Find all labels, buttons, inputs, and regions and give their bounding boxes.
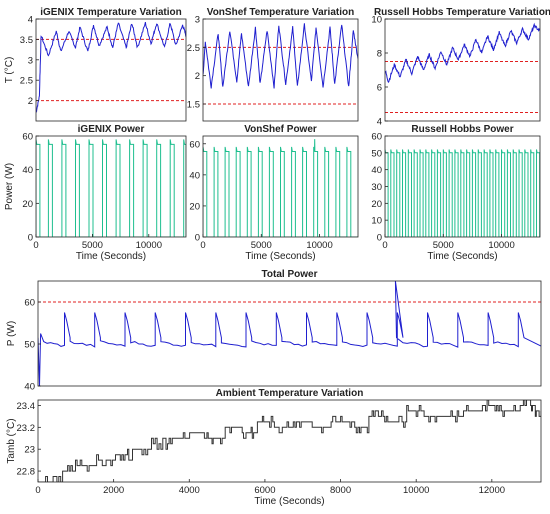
y-tick-label: 50 bbox=[371, 148, 382, 159]
y-tick-label: 2.5 bbox=[187, 43, 200, 54]
plot-area-russell-temp bbox=[385, 22, 540, 113]
y-tick-label: 10 bbox=[371, 15, 382, 26]
plot-area-vonshef-power bbox=[203, 139, 358, 237]
x-axis-label: Time (Seconds) bbox=[254, 496, 324, 507]
x-axis-label: Time (Seconds) bbox=[76, 251, 146, 262]
x-tick-label: 12000 bbox=[479, 485, 505, 496]
chart-vonshef-temp: 1.5 2 2.5 3 VonShef Temperature Variation bbox=[187, 7, 359, 122]
x-tick-label: 2000 bbox=[103, 485, 124, 496]
y-tick-label: 3 bbox=[28, 55, 33, 66]
y-tick-label: 2 bbox=[28, 96, 33, 107]
chart-igenix-temp: 2 2.5 3 3.5 4 iGENIX Temperature Variation T (… bbox=[4, 7, 187, 122]
plot-area-russell-power bbox=[385, 149, 540, 237]
series-line-igenix-power bbox=[36, 139, 186, 237]
y-tick-label: 23.4 bbox=[17, 401, 36, 412]
y-tick-label: 4 bbox=[28, 15, 33, 26]
y-tick-label: 0 bbox=[377, 233, 382, 244]
y-tick-label: 3 bbox=[195, 15, 200, 26]
y-tick-label: 10 bbox=[371, 216, 382, 227]
y-tick-label: 20 bbox=[189, 201, 200, 212]
y-tick-label: 60 bbox=[22, 132, 33, 143]
series-line-russell-power bbox=[385, 149, 540, 237]
x-axis-label: Time (Seconds) bbox=[245, 251, 315, 262]
series-line-total-power bbox=[38, 281, 541, 386]
plot-area-vonshef-temp bbox=[203, 23, 358, 105]
axes-frame bbox=[384, 18, 541, 122]
chart-title: Total Power bbox=[262, 269, 318, 280]
y-tick-label: 60 bbox=[24, 298, 35, 309]
chart-vonshef-power: 0 20 40 60 0 5000 10000 VonShef Power Time (Seco… bbox=[189, 124, 359, 262]
axes-frame bbox=[37, 399, 542, 483]
y-tick-label: 60 bbox=[189, 139, 200, 150]
y-tick-label: 23 bbox=[24, 445, 35, 456]
x-tick-label: 10000 bbox=[136, 240, 162, 251]
y-tick-label: 0 bbox=[28, 233, 33, 244]
plot-area-total-power bbox=[38, 281, 541, 386]
y-tick-label: 0 bbox=[195, 233, 200, 244]
axes-frame bbox=[202, 18, 359, 122]
x-tick-label: 6000 bbox=[254, 485, 275, 496]
axes-frame bbox=[202, 135, 359, 238]
axes-frame bbox=[35, 135, 187, 238]
chart-total-power: 40 50 60 Total Power P (W) bbox=[6, 269, 542, 393]
y-tick-label: 23.2 bbox=[17, 423, 36, 434]
y-axis-label: Power (W) bbox=[4, 163, 15, 210]
series-line-vonshef-power bbox=[203, 139, 358, 237]
x-tick-label: 10000 bbox=[306, 240, 332, 251]
x-tick-label: 10000 bbox=[488, 240, 514, 251]
x-tick-label: 10000 bbox=[403, 485, 429, 496]
y-tick-label: 50 bbox=[24, 340, 35, 351]
series-line-igenix-temp bbox=[36, 21, 186, 113]
axes-frame bbox=[35, 18, 187, 122]
y-tick-label: 8 bbox=[377, 49, 382, 60]
plot-area-igenix-temp bbox=[36, 21, 186, 113]
x-tick-label: 5000 bbox=[251, 240, 272, 251]
y-axis-label: Tamb (°C) bbox=[6, 418, 17, 463]
chart-title: Russell Hobbs Temperature Variation bbox=[374, 7, 550, 18]
x-tick-label: 8000 bbox=[330, 485, 351, 496]
chart-title: Ambient Temperature Variation bbox=[216, 388, 364, 399]
y-tick-label: 2.5 bbox=[20, 76, 33, 87]
series-line-russell-temp bbox=[385, 22, 540, 84]
y-tick-label: 40 bbox=[371, 165, 382, 176]
x-tick-label: 0 bbox=[35, 485, 40, 496]
axes-frame bbox=[37, 280, 542, 387]
y-axis-label: P (W) bbox=[6, 321, 17, 346]
y-tick-label: 22.8 bbox=[17, 467, 36, 478]
chart-ambient-temp: 22.8 23 23.2 23.4 0 2000 4000 6000 8000 10000 1200… bbox=[6, 388, 542, 507]
y-tick-label: 2 bbox=[195, 71, 200, 82]
x-tick-label: 0 bbox=[382, 240, 387, 251]
x-tick-label: 0 bbox=[200, 240, 205, 251]
y-tick-label: 6 bbox=[377, 83, 382, 94]
x-tick-label: 0 bbox=[33, 240, 38, 251]
chart-russell-power: 0 10 20 30 40 50 60 0 5000 10000 Russell Hobbs Pow… bbox=[371, 124, 541, 262]
chart-igenix-power: 0 20 40 60 0 5000 10000 iGENIX Power Time (Secon… bbox=[4, 124, 187, 262]
chart-title: iGENIX Power bbox=[78, 124, 145, 135]
series-line-ambient-temp bbox=[38, 400, 541, 482]
series-line-vonshef-temp bbox=[203, 23, 358, 89]
x-tick-label: 5000 bbox=[82, 240, 103, 251]
x-tick-label: 4000 bbox=[179, 485, 200, 496]
y-tick-label: 60 bbox=[371, 132, 382, 143]
plot-area-ambient-temp bbox=[38, 400, 541, 482]
y-tick-label: 20 bbox=[371, 199, 382, 210]
y-axis-label: T (°C) bbox=[4, 57, 15, 84]
y-tick-label: 40 bbox=[189, 170, 200, 181]
y-tick-label: 30 bbox=[371, 182, 382, 193]
y-tick-label: 4 bbox=[377, 117, 382, 128]
chart-title: VonShef Temperature Variation bbox=[207, 7, 354, 18]
y-tick-label: 20 bbox=[22, 199, 33, 210]
x-axis-label: Time (Seconds) bbox=[427, 251, 497, 262]
chart-title: iGENIX Temperature Variation bbox=[40, 7, 182, 18]
x-tick-label: 5000 bbox=[433, 240, 454, 251]
y-tick-label: 1.5 bbox=[187, 100, 200, 111]
y-tick-label: 40 bbox=[22, 165, 33, 176]
y-tick-label: 40 bbox=[24, 382, 35, 393]
y-tick-label: 3.5 bbox=[20, 35, 33, 46]
chart-title: Russell Hobbs Power bbox=[411, 124, 513, 135]
chart-title: VonShef Power bbox=[244, 124, 317, 135]
plot-area-igenix-power bbox=[36, 139, 186, 237]
